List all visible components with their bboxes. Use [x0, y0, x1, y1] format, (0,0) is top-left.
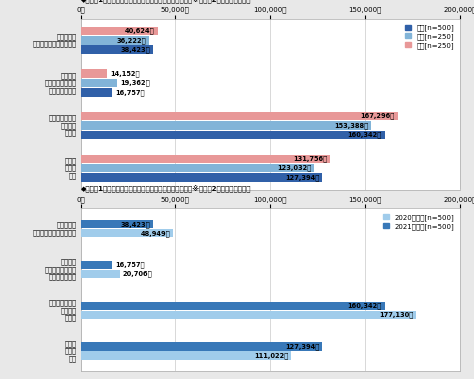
Text: 167,296円: 167,296円 [361, 113, 395, 119]
Bar [81, 164, 314, 172]
Bar [81, 121, 372, 130]
Text: 160,342円: 160,342円 [347, 132, 382, 138]
Bar [81, 343, 322, 351]
Bar [81, 45, 154, 54]
Legend: 2020年調査[n=500], 2021年調査[n=500]: 2020年調査[n=500], 2021年調査[n=500] [381, 212, 456, 232]
Bar [81, 131, 384, 139]
Text: 127,394円: 127,394円 [285, 343, 319, 350]
Bar [81, 88, 112, 97]
Text: 16,757円: 16,757円 [115, 262, 145, 268]
Text: 20,706円: 20,706円 [123, 271, 152, 277]
Bar [81, 311, 417, 319]
Text: ◆社会人1年目の生活でかかったお金［各数値入力形式］※社会人2年生の平均を表示: ◆社会人1年目の生活でかかったお金［各数値入力形式］※社会人2年生の平均を表示 [81, 0, 251, 4]
Text: 38,423円: 38,423円 [121, 46, 151, 53]
Text: 48,949円: 48,949円 [141, 230, 171, 236]
Bar [81, 27, 157, 35]
Bar [81, 78, 117, 87]
Text: 38,423円: 38,423円 [121, 221, 151, 228]
Bar [81, 112, 398, 121]
Text: ◆社会人1年目の生活でかかったお金［各数値入力形式］※社会人2年生の平均を表示: ◆社会人1年目の生活でかかったお金［各数値入力形式］※社会人2年生の平均を表示 [81, 186, 251, 193]
Bar [81, 302, 384, 310]
Bar [81, 261, 112, 269]
Bar [81, 155, 330, 163]
Bar [81, 270, 120, 278]
Bar [81, 229, 173, 237]
Text: 111,022円: 111,022円 [254, 352, 288, 359]
Bar [81, 173, 322, 182]
Text: 19,362円: 19,362円 [120, 80, 150, 86]
Bar [81, 351, 291, 360]
Text: 36,222円: 36,222円 [117, 37, 146, 44]
Legend: 全体[n=500], 男性[n=250], 女性[n=250]: 全体[n=500], 男性[n=250], 女性[n=250] [403, 22, 456, 51]
Text: 40,624円: 40,624円 [125, 28, 155, 34]
Text: 14,152円: 14,152円 [110, 70, 140, 77]
Bar [81, 69, 108, 78]
Text: 127,394円: 127,394円 [285, 174, 319, 181]
Text: 160,342円: 160,342円 [347, 302, 382, 309]
Text: 123,032円: 123,032円 [277, 165, 311, 171]
Bar [81, 220, 154, 229]
Text: 16,757円: 16,757円 [115, 89, 145, 96]
Text: 153,388円: 153,388円 [335, 122, 369, 129]
Text: 177,130円: 177,130円 [379, 312, 414, 318]
Text: 131,756円: 131,756円 [293, 155, 328, 162]
Bar [81, 36, 149, 44]
